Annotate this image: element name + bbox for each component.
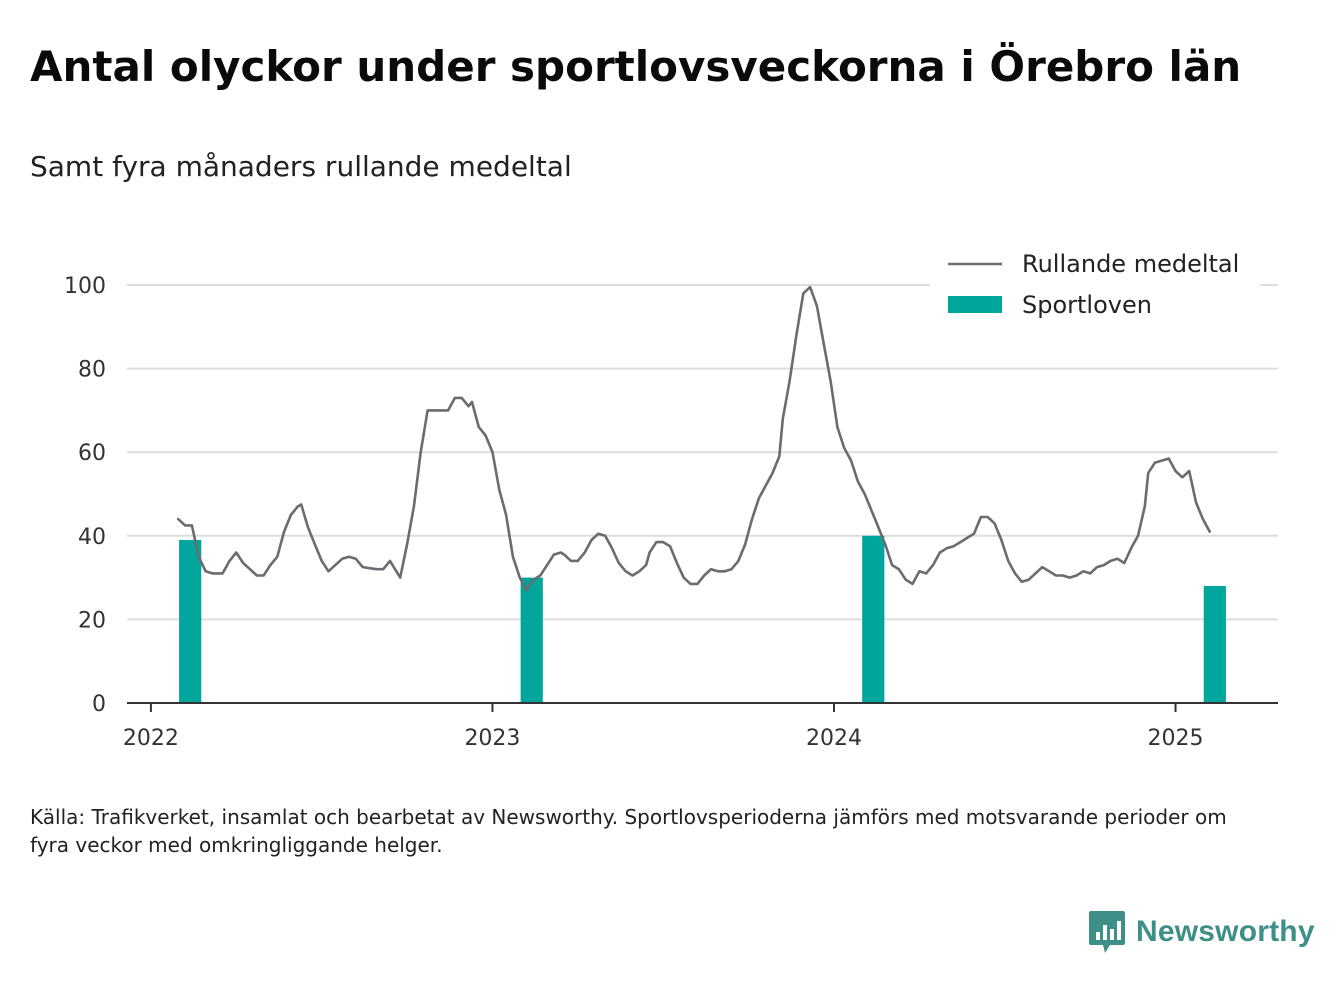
y-tick-label: 100 bbox=[64, 274, 106, 299]
y-tick-label: 20 bbox=[78, 608, 106, 633]
bar-series-sportloven bbox=[179, 535, 1226, 703]
source-note: Källa: Trafikverket, insamlat och bearbe… bbox=[30, 805, 1227, 857]
chart-subtitle: Samt fyra månaders rullande medeltal bbox=[30, 150, 572, 183]
line-series-rullande-medeltal bbox=[176, 285, 1211, 592]
y-tick-label: 40 bbox=[78, 525, 106, 550]
y-tick-label: 60 bbox=[78, 441, 106, 466]
bar bbox=[1203, 585, 1226, 703]
bar bbox=[520, 577, 543, 703]
legend-label-bar: Sportloven bbox=[1022, 291, 1152, 319]
chart: 0 20 40 60 80 100 2022 2023 2024 2025 Rullande m… bbox=[64, 244, 1278, 751]
y-tick-label: 80 bbox=[78, 358, 106, 383]
newsworthy-logo-icon bbox=[1089, 911, 1125, 953]
x-tick-label: 2022 bbox=[123, 726, 179, 751]
x-tick-label: 2023 bbox=[464, 726, 520, 751]
brand-logo: Newsworthy bbox=[1088, 908, 1315, 956]
bar bbox=[862, 535, 885, 703]
legend: Rullande medeltal Sportloven bbox=[930, 244, 1260, 328]
y-axis-ticks: 0 20 40 60 80 100 bbox=[64, 274, 106, 717]
legend-swatch-bar bbox=[948, 296, 1002, 313]
y-tick-label: 0 bbox=[92, 692, 106, 717]
bar bbox=[179, 539, 202, 703]
x-tick-label: 2024 bbox=[806, 726, 862, 751]
x-tick-label: 2025 bbox=[1148, 726, 1204, 751]
chart-title: Antal olyckor under sportlovsveckorna i … bbox=[30, 42, 1242, 91]
x-axis-ticks: 2022 2023 2024 2025 bbox=[123, 703, 1204, 751]
brand-name: Newsworthy bbox=[1136, 915, 1315, 948]
gridlines bbox=[127, 284, 1278, 621]
legend-label-line: Rullande medeltal bbox=[1022, 250, 1239, 278]
legend-background bbox=[930, 244, 1260, 328]
